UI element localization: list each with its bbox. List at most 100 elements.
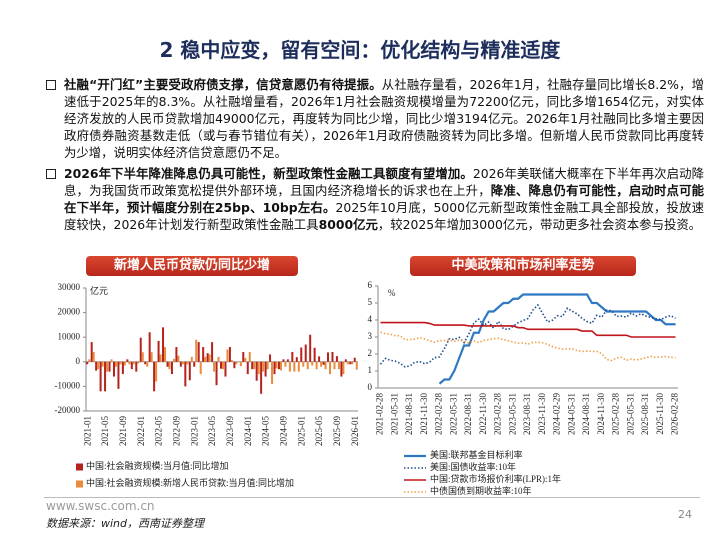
bar <box>264 361 267 377</box>
x-tick-label: 2022-01 <box>136 416 146 446</box>
bar <box>106 361 109 372</box>
x-tick-label: 2022-11-30 <box>478 393 488 435</box>
x-tick-label: 2023-02-28 <box>493 393 503 435</box>
bar <box>150 352 153 362</box>
y-tick-label: -20000 <box>55 405 81 415</box>
bullet: 社融“开门红”主要受政府债支撑，信贷意愿仍有待提振。从社融存量看，2026年1月… <box>44 76 704 161</box>
y-tick-label: 30000 <box>58 282 81 292</box>
bar <box>349 361 352 365</box>
x-tick-label: 2023-01 <box>189 416 199 446</box>
bar <box>300 347 303 362</box>
bar <box>108 361 111 372</box>
y-tick-label: 2 <box>368 348 373 358</box>
x-tick-label: 2021-05 <box>100 416 110 446</box>
page-number: 24 <box>678 508 692 521</box>
bar <box>233 361 236 369</box>
x-tick-label: 2022-05 <box>154 416 164 446</box>
x-tick-label: 2025-05 <box>314 416 324 446</box>
bar <box>257 361 260 375</box>
bar <box>148 332 151 362</box>
legend-label: 美国:国债收益率:10年 <box>430 461 516 472</box>
bar <box>324 361 327 370</box>
bar <box>97 361 100 370</box>
bar <box>153 361 156 392</box>
bar <box>172 358 175 362</box>
bar <box>248 351 251 362</box>
x-tick-label: 2023-08-31 <box>522 393 532 435</box>
bar <box>144 361 147 365</box>
bar <box>202 347 205 362</box>
bar <box>186 361 189 365</box>
legend-label: 美国:联邦基金目标利率 <box>430 449 523 460</box>
bar <box>269 354 272 362</box>
bar <box>322 361 325 365</box>
x-tick-label: 2024-05-31 <box>566 393 576 435</box>
bar <box>306 361 309 370</box>
series-line <box>438 293 676 385</box>
line-chart: 0 1 2 3 4 5 6% 2021-02-28 2021-05-31 2021-08-31 20… <box>368 280 680 496</box>
bar <box>235 361 238 365</box>
x-tick-label: 2021-08-31 <box>404 393 414 435</box>
bar <box>117 361 120 389</box>
chart-title: 新增人民币贷款仍同比少增 <box>86 256 298 276</box>
bar <box>204 356 207 362</box>
legend-swatch <box>76 463 83 471</box>
x-tick-label: 2023-11-30 <box>537 393 547 435</box>
bullet-marker <box>46 80 56 90</box>
bar <box>293 361 296 372</box>
bar <box>266 361 269 370</box>
bar <box>284 361 287 367</box>
x-tick-label: 2026-02-28 <box>670 393 680 435</box>
bar <box>199 361 202 375</box>
bar <box>246 361 249 375</box>
bar <box>181 361 184 365</box>
x-tick-label: 2021-02-28 <box>375 393 385 435</box>
bar <box>137 361 140 364</box>
bar <box>146 361 149 367</box>
website: www.swsc.com.cn <box>46 499 155 513</box>
bar <box>239 361 242 367</box>
bar <box>132 361 135 365</box>
bar <box>311 361 314 366</box>
bar <box>253 361 256 370</box>
bar <box>318 356 321 362</box>
bar <box>168 361 171 370</box>
bar <box>166 361 169 367</box>
legend-label: 中债国债到期收益率:10年 <box>430 485 532 496</box>
x-tick-label: 2025-01 <box>296 416 306 446</box>
x-tick-label: 2022-05-31 <box>448 393 458 435</box>
x-tick-label: 2022-02-28 <box>434 393 444 435</box>
bar <box>304 344 307 362</box>
bar <box>222 361 225 370</box>
x-tick-label: 2025-05-31 <box>625 393 635 435</box>
bar <box>355 361 358 370</box>
bar <box>139 337 142 362</box>
x-tick-label: 2024-08-31 <box>581 393 591 435</box>
bar <box>195 339 198 362</box>
bar <box>130 361 133 370</box>
legend-label: 中国:社会融资规模:新增人民币贷款:当月值:同比增加 <box>86 477 294 488</box>
y-tick-label: 3 <box>368 331 373 341</box>
bar <box>346 361 349 365</box>
bar <box>86 361 89 365</box>
x-tick-label: 2022-08-31 <box>463 393 473 435</box>
bar <box>215 361 218 386</box>
y-tick-label: 0 <box>368 382 373 392</box>
bar <box>288 361 291 372</box>
series-line <box>380 321 676 338</box>
x-tick-label: 2026-01 <box>350 416 360 446</box>
y-tick-label: 1 <box>368 365 373 375</box>
bar <box>242 351 245 362</box>
bar <box>90 342 93 362</box>
bar <box>184 361 187 387</box>
bar <box>119 361 122 365</box>
text-run: 2026年美联储大概率在下半年再次启动降息，为我国货币政策宽松提供外部环境，且国… <box>64 166 704 198</box>
y-unit: % <box>388 288 396 298</box>
x-tick-label: 2023-05-31 <box>507 393 517 435</box>
bar <box>286 359 289 362</box>
bar <box>177 355 180 362</box>
bar <box>217 356 220 362</box>
bar <box>170 361 173 375</box>
bar <box>344 359 347 362</box>
